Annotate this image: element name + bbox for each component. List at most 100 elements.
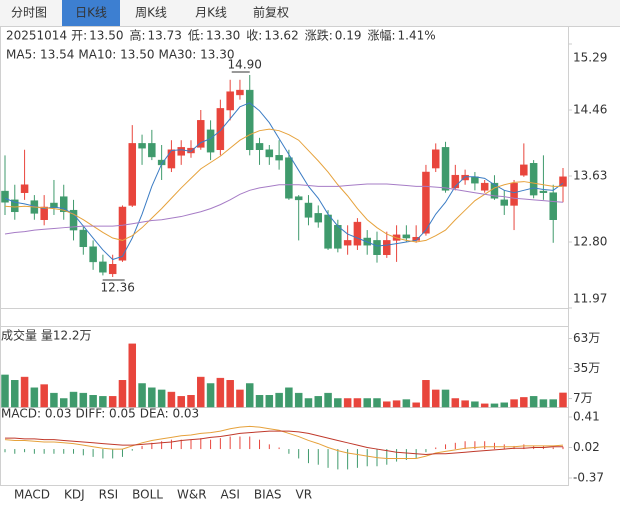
info-value: 1.41% [398,29,436,43]
tab[interactable]: 前复权 [253,5,289,20]
y-tick-label: 12.80 [573,235,607,249]
min-label: 12.36 [101,280,135,294]
candle-body [118,206,127,261]
volume-bar [226,380,234,408]
candle-body [216,108,225,151]
macd-line [4,425,564,459]
candle-body [1,190,9,203]
volume-bar [363,398,371,408]
ma-line [4,102,564,261]
volume-bar [471,401,479,408]
volume-bar [108,396,117,408]
volume-bar [480,403,489,408]
indicator-tab[interactable]: BIAS [254,488,282,502]
volume-bar [461,400,469,408]
candle-body [539,190,548,193]
candle-body [245,89,254,151]
info-label: 涨跌: [305,28,333,43]
date: 20251014 [6,29,67,43]
ma-legend: MA5: 13.54 [6,48,74,62]
y-tick-label: 63万 [573,331,600,345]
volume-bar [392,400,401,408]
volume-bar [197,376,205,408]
volume-bar [177,396,185,408]
volume-bar [490,403,499,408]
candle-body [451,174,460,189]
volume-bar [167,391,176,408]
volume-bar [59,398,68,408]
volume-bar [40,384,48,408]
volume-bar [11,380,19,408]
candle-body [40,206,48,220]
volume-bar [373,398,381,408]
volume-bar [187,395,195,408]
tab[interactable]: 周K线 [135,6,167,20]
volume-bar [510,399,518,408]
candle-body [265,149,274,158]
y-tick-label: 35万 [573,361,600,375]
indicator-tab[interactable]: RSI [99,488,119,502]
candle-body [20,184,29,193]
y-tick-label: 15.29 [573,51,607,65]
volume-bar [265,395,274,408]
indicator-tab[interactable]: MACD [14,488,50,502]
volume-bar [118,380,127,408]
indicator-tab[interactable]: ASI [221,488,240,502]
candle-body [99,261,107,273]
info-value: 0.19 [335,29,362,43]
y-tick-label: 11.97 [573,292,607,306]
indicator-tab[interactable]: W&R [177,488,207,502]
candle-body [422,171,430,234]
volume-bar [255,395,264,408]
y-tick-label: 0.02 [573,440,600,454]
info-label: 低: [188,29,204,43]
candle-body [108,264,117,275]
tab[interactable]: 月K线 [195,6,227,20]
volume-bar [148,387,156,408]
max-label: 14.90 [228,58,262,72]
candle-body [206,129,215,153]
candle-body [314,213,323,223]
tab[interactable]: 日K线 [75,6,107,20]
candle-body [324,214,332,249]
volume-bar [451,398,460,408]
macd-legend: MACD: 0.03 [1,407,72,421]
candle-body [285,157,293,199]
macd-line [5,430,563,456]
candle-body [343,240,352,246]
candle-body [11,199,19,213]
volume-bar [79,392,88,408]
candle-body [89,246,97,263]
volume-bar [529,396,538,408]
volume-bar [138,383,146,408]
indicator-tab[interactable]: BOLL [132,488,163,502]
candle-body [402,234,411,239]
candle-body [549,192,557,220]
candle-body [500,199,509,206]
macd-legend: DIFF: 0.05 [76,407,136,421]
tab[interactable]: 分时图 [11,6,47,20]
indicator-tab[interactable]: KDJ [64,488,85,502]
y-tick-label: 7万 [573,391,593,405]
info-value: 13.50 [89,29,123,43]
candle-body [520,164,528,176]
info-label: 高: [129,28,145,43]
volume-bar [520,397,528,408]
candle-body [167,149,176,169]
volume-bar [431,389,440,408]
y-tick-label: 0.41 [573,410,600,424]
candle-body [275,155,283,161]
candle-body [79,229,88,248]
volume-bar [422,380,430,408]
active-tab-bg [62,0,120,26]
candle-body [441,147,450,191]
macd-legend: DEA: 0.03 [140,407,199,421]
indicator-tab[interactable]: VR [296,488,313,502]
volume-bar [353,398,362,408]
candle-body [226,91,234,111]
info-label: 涨幅: [367,28,395,43]
candle-body [50,202,58,209]
volume-bar [20,376,29,408]
